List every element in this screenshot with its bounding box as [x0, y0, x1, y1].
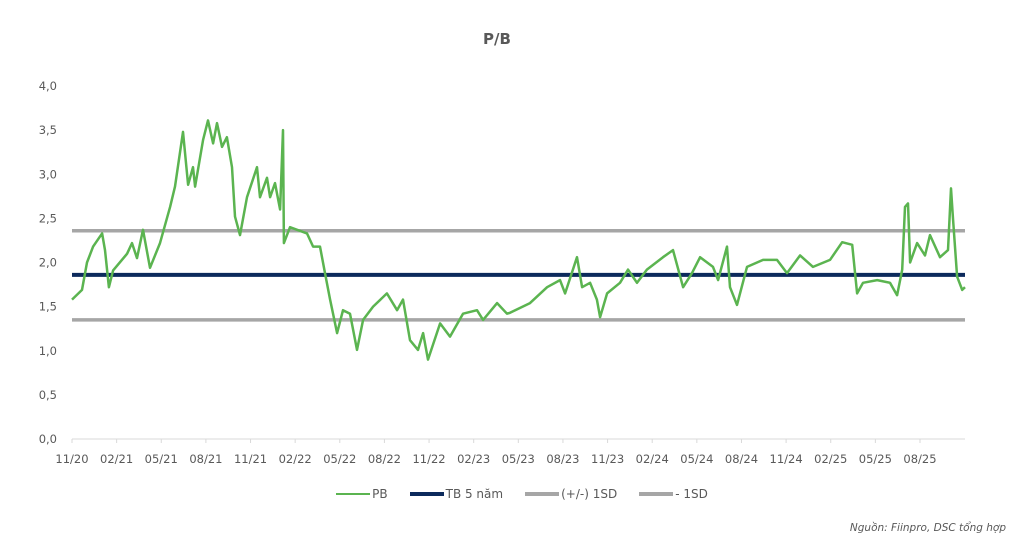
legend-label-plus-sd: (+/-) 1SD [561, 487, 618, 501]
source-note: Nguồn: Fiinpro, DSC tổng hợp [849, 522, 1006, 534]
x-tick-label: 11/21 [234, 452, 267, 466]
y-tick-label: 1,0 [39, 344, 57, 358]
x-tick-label: 08/25 [903, 452, 936, 466]
x-tick-label: 05/22 [323, 452, 356, 466]
legend-item-pb: PB [336, 487, 388, 501]
legend-swatch-pb [336, 493, 371, 495]
x-tick-label: 08/22 [368, 452, 401, 466]
y-tick-label: 3,5 [39, 123, 57, 137]
x-tick-label: 02/23 [457, 452, 490, 466]
x-tick-label: 11/23 [591, 452, 624, 466]
legend-item-mean: TB 5 năm [409, 487, 504, 501]
y-tick-label: 0,5 [39, 388, 57, 402]
x-tick-label: 02/24 [636, 452, 669, 466]
legend-label-pb: PB [372, 487, 388, 501]
x-tick-label: 08/23 [546, 452, 579, 466]
legend-swatch-minus-sd [639, 492, 674, 496]
x-tick-label: 05/23 [502, 452, 535, 466]
legend-item-minus-sd: - 1SD [639, 487, 708, 501]
y-tick-label: 0,0 [39, 432, 57, 446]
legend-label-mean: TB 5 năm [445, 487, 504, 501]
legend-swatch-mean [409, 492, 444, 496]
x-tick-label: 02/25 [814, 452, 847, 466]
legend: PB TB 5 năm (+/-) 1SD - 1SD [0, 487, 1024, 501]
y-tick-label: 4,0 [39, 79, 57, 93]
legend-item-plus-sd: (+/-) 1SD [525, 487, 617, 501]
y-tick-label: 1,5 [39, 300, 57, 314]
y-tick-label: 3,0 [39, 167, 57, 181]
chart-title: P/B [483, 30, 511, 48]
x-tick-label: 08/21 [189, 452, 222, 466]
y-tick-label: 2,0 [39, 256, 57, 270]
x-tick-label: 08/24 [725, 452, 758, 466]
x-tick-label: 05/21 [145, 452, 178, 466]
x-tick-label: 11/24 [770, 452, 803, 466]
x-tick-label: 11/20 [55, 452, 88, 466]
y-tick-label: 2,5 [39, 211, 57, 225]
legend-swatch-plus-sd [525, 492, 560, 496]
x-tick-label: 02/22 [279, 452, 312, 466]
x-tick-label: 02/21 [100, 452, 133, 466]
series-line-pb [71, 119, 966, 361]
x-tick-label: 05/25 [859, 452, 892, 466]
x-tick-label: 11/22 [412, 452, 445, 466]
legend-label-minus-sd: - 1SD [675, 487, 708, 501]
x-tick-label: 05/24 [680, 452, 713, 466]
